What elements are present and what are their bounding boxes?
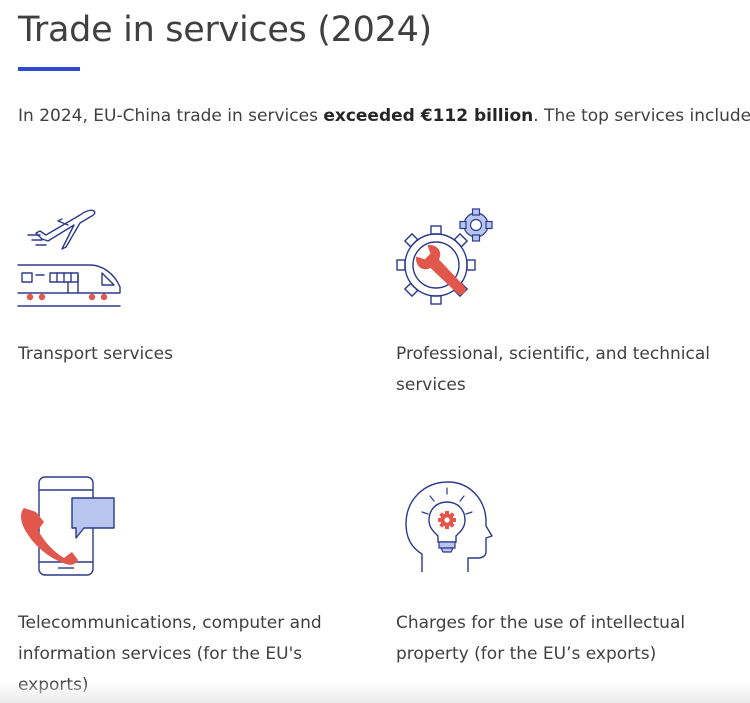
plane-train-icon <box>17 209 121 307</box>
service-card-telecom: Telecommunications, computer and informa… <box>18 474 358 699</box>
service-label: Professional, scientific, and technical … <box>396 344 711 395</box>
intro-text-end: . The top services included: <box>533 106 750 126</box>
service-label: Charges for the use of intellectual prop… <box>396 613 686 664</box>
service-card-professional: Professional, scientific, and technical … <box>396 205 746 405</box>
service-card-intellectual-property: Charges for the use of intellectual prop… <box>396 474 746 699</box>
gear-wrench-icon <box>396 208 493 305</box>
title-underline <box>18 67 80 71</box>
head-lightbulb-icon <box>405 481 493 572</box>
page-title: Trade in services (2024) <box>18 10 432 50</box>
bottom-fade <box>0 681 750 703</box>
intro-highlight: exceeded €112 billion <box>323 106 534 126</box>
phone-chat-icon <box>21 476 115 576</box>
intro-text-start: In 2024, EU-China trade in services <box>18 106 324 126</box>
intro-text: In 2024, EU-China trade in services exce… <box>18 104 750 129</box>
service-label: Transport services <box>18 344 173 364</box>
service-label: Telecommunications, computer and informa… <box>18 613 322 695</box>
service-card-transport: Transport services <box>17 205 358 405</box>
